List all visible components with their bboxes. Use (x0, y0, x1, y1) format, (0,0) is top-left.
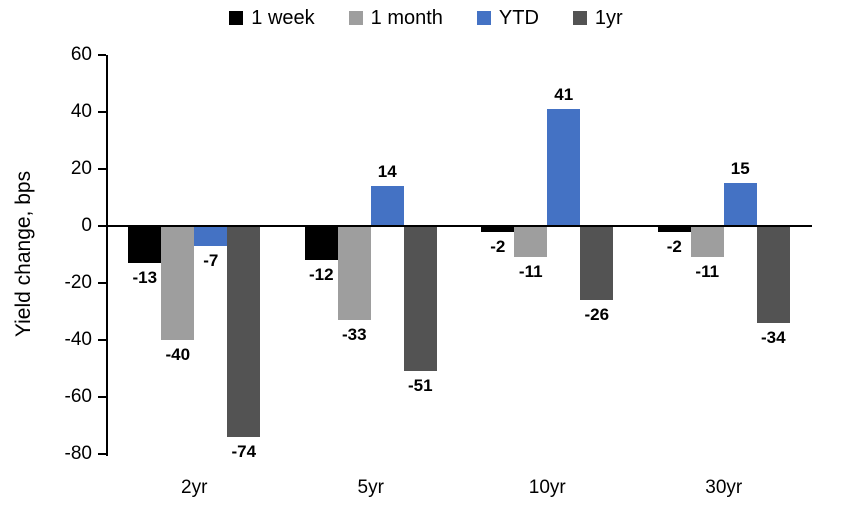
y-tick-label: -80 (64, 443, 92, 464)
bar-value-label: -51 (407, 376, 433, 396)
bar-1yr-30yr (756, 226, 790, 323)
legend-label: 1 month (370, 7, 443, 29)
bar-ytd-30yr (723, 183, 757, 226)
bar-value-label: -13 (132, 268, 158, 288)
bar-ytd-10yr (547, 109, 581, 226)
y-axis-line (106, 55, 108, 456)
y-tick-label: -40 (64, 329, 92, 350)
bar-value-label: -12 (308, 265, 334, 285)
legend-item-1-week: 1 week (229, 7, 315, 29)
chart-legend: 1 week 1 month YTD 1yr (0, 8, 852, 28)
y-tick-mark (98, 453, 106, 455)
bar-value-label: -34 (760, 327, 786, 347)
y-tick-label: -20 (64, 272, 92, 293)
bar-1-week-5yr (304, 226, 338, 261)
bar-value-label: -7 (203, 250, 219, 270)
x-category-label-10yr: 10yr (528, 477, 566, 498)
y-tick-label: -60 (64, 386, 92, 407)
bar-1yr-2yr (227, 226, 261, 437)
y-tick-mark (98, 282, 106, 284)
bar-1-month-10yr (514, 226, 548, 258)
bar-1yr-5yr (403, 226, 437, 372)
bar-ytd-2yr (194, 226, 228, 246)
bar-value-label: -74 (231, 441, 257, 461)
y-tick-mark (98, 396, 106, 398)
y-tick-label: 40 (70, 101, 92, 122)
x-category-label-5yr: 5yr (357, 477, 384, 498)
bar-1-week-2yr (128, 226, 162, 264)
bar-ytd-5yr (370, 186, 404, 226)
bar-1-month-5yr (337, 226, 371, 321)
legend-item-ytd: YTD (476, 7, 539, 29)
legend-swatch-ytd (476, 11, 491, 25)
bar-value-label: 14 (377, 162, 397, 182)
y-tick-label: 20 (70, 158, 92, 179)
zero-baseline (106, 225, 812, 227)
y-tick-label: 60 (70, 44, 92, 65)
legend-label: YTD (498, 7, 539, 29)
bar-value-label: -11 (518, 262, 543, 282)
y-axis-title: Yield change, bps (12, 170, 35, 338)
y-tick-mark (98, 339, 106, 341)
bar-value-label: -33 (341, 325, 367, 345)
legend-item-1-month: 1 month (348, 7, 443, 29)
bar-1yr-10yr (580, 226, 614, 301)
bar-1-week-30yr (657, 226, 691, 232)
bar-value-label: -40 (165, 345, 191, 364)
x-category-label-2yr: 2yr (181, 477, 208, 498)
legend-item-1yr: 1yr (572, 7, 623, 29)
bar-value-label: -11 (695, 262, 720, 282)
y-tick-mark (98, 168, 106, 170)
legend-label: 1yr (594, 7, 623, 29)
bar-value-label: -26 (584, 305, 610, 325)
bar-1-month-2yr (161, 226, 195, 340)
legend-swatch-1-week (229, 11, 244, 25)
bar-1-month-30yr (690, 226, 724, 258)
legend-label: 1 week (251, 7, 315, 29)
bar-value-label: 41 (554, 85, 574, 105)
legend-swatch-1yr (572, 11, 587, 25)
y-tick-label: 0 (81, 215, 92, 236)
bar-value-label: -2 (490, 236, 506, 256)
bar-1-week-10yr (481, 226, 515, 232)
x-category-label-30yr: 30yr (705, 477, 743, 498)
bar-value-label: -2 (666, 236, 682, 256)
legend-swatch-1-month (348, 11, 363, 25)
y-tick-mark (98, 111, 106, 113)
y-tick-mark (98, 54, 106, 56)
bar-value-label: 15 (730, 159, 750, 179)
y-tick-mark (98, 225, 106, 227)
